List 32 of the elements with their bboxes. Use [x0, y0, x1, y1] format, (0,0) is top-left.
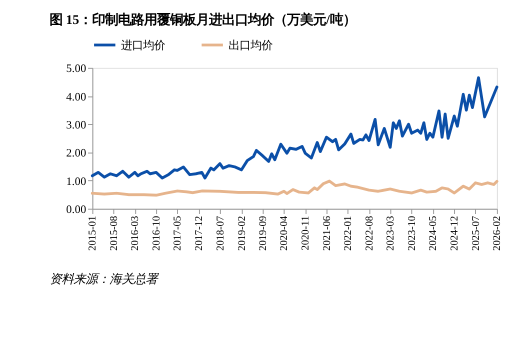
y-tick-label: 2.00: [66, 148, 86, 160]
x-tick-label: 2017-12: [194, 216, 206, 251]
text: 资料来源：海关总署: [50, 272, 160, 286]
chart-title: 图 15：印制电路用覆铜板月进出口均价（万美元/吨）: [50, 12, 356, 28]
x-tick-label: 2015-08: [108, 216, 120, 251]
x-tick-label: 2020-04: [279, 215, 290, 251]
y-tick-label: 4.00: [66, 91, 86, 104]
x-tick-label: 2021-06: [322, 216, 333, 251]
y-tick-label: 1.00: [66, 176, 86, 188]
x-tick-label: 2015-01: [88, 216, 99, 251]
x-tick-label: 2017-05: [172, 216, 184, 251]
y-tick-label: 5.00: [66, 63, 86, 76]
legend-label: 出口均价: [228, 38, 272, 52]
legend-label: 进口均价: [120, 38, 165, 52]
x-tick-label: 2019-09: [258, 216, 269, 251]
x-tick-label: 2022-01: [343, 216, 354, 251]
y-tick-label: 3.00: [66, 119, 86, 132]
line-series: [90, 76, 498, 180]
x-tick-label: 2016-03: [130, 216, 142, 251]
x-tick-label: 2019-02: [236, 216, 248, 251]
x-tick-label: 2024-12: [450, 216, 461, 251]
x-tick-label: 2022-08: [364, 216, 376, 251]
x-tick-label: 2020-11: [300, 216, 312, 250]
y-tick-label: 0.00: [66, 204, 86, 216]
x-tick-label: 2025-07: [470, 216, 482, 251]
x-tick-label: 2018-07: [215, 216, 226, 251]
x-tick-label: 2016-10: [152, 216, 163, 251]
line-series: [90, 180, 498, 197]
x-tick-label: 2023-10: [406, 216, 418, 251]
x-tick-label: 2024-05: [428, 216, 440, 251]
x-tick-label: 2026-02: [492, 216, 504, 251]
x-tick-label: 2023-03: [386, 216, 397, 251]
